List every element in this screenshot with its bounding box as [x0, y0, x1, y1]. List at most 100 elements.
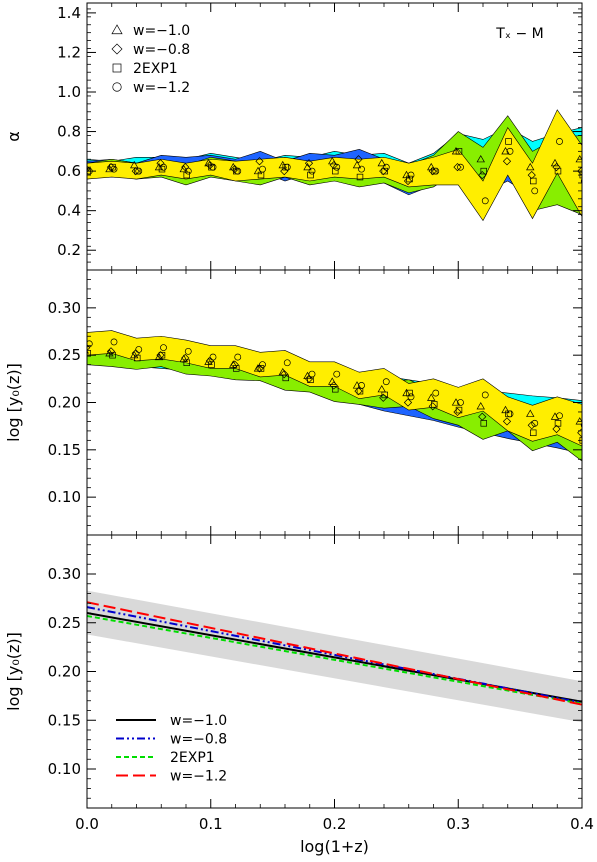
y-tick-label: 1.0 [57, 83, 81, 101]
marker-series-3 [110, 165, 118, 173]
marker-series-0 [476, 401, 485, 410]
marker-series-1 [552, 424, 561, 434]
marker-series-1 [131, 167, 140, 176]
x-axis-label: log(1+z) [300, 837, 369, 856]
marker-series-1 [453, 163, 462, 172]
marker-series-1 [403, 176, 413, 186]
legend-marker-diamond [111, 43, 123, 55]
marker-series-2 [109, 163, 116, 171]
marker-series-3 [234, 167, 242, 175]
marker-series-2 [158, 165, 166, 173]
marker-series-1 [181, 353, 190, 363]
marker-series-3 [259, 165, 266, 173]
marker-series-2 [109, 351, 116, 359]
marker-series-3 [283, 163, 291, 171]
legend-label: w=−1.0 [133, 23, 190, 39]
y-tick-label: 0.15 [48, 711, 81, 729]
y-tick-label: 0.8 [57, 123, 81, 141]
marker-series-2 [455, 148, 463, 155]
legend-label: w=−0.8 [133, 42, 190, 58]
marker-series-2 [530, 429, 537, 437]
marker-series-0 [476, 154, 485, 163]
y-axis-label: log [y₀(z)] [4, 363, 23, 442]
marker-series-1 [106, 347, 116, 356]
y-tick-label: 0.20 [48, 394, 81, 412]
marker-series-2 [381, 391, 388, 399]
marker-series-0 [328, 156, 337, 165]
y-tick-label: 0.2 [57, 241, 81, 259]
marker-series-2 [356, 173, 364, 181]
marker-series-1 [527, 421, 536, 430]
marker-series-3 [308, 370, 316, 378]
marker-series-2 [480, 420, 487, 427]
marker-series-3 [382, 163, 390, 171]
marker-series-2 [530, 177, 537, 185]
marker-series-0 [377, 158, 386, 167]
marker-series-0 [179, 164, 188, 173]
legend-label: w=−1.2 [133, 80, 190, 96]
marker-series-1 [502, 417, 512, 426]
legend-label: w=−0.8 [170, 732, 227, 748]
marker-series-1 [552, 163, 561, 172]
marker-series-1 [280, 370, 289, 379]
marker-series-1 [354, 155, 363, 164]
marker-series-1 [329, 381, 338, 390]
marker-series-3 [531, 187, 539, 195]
marker-series-3 [580, 422, 582, 428]
panel-annotation: Tₓ − M [495, 26, 543, 42]
x-tick-label: 0.3 [446, 815, 470, 833]
marker-series-2 [87, 350, 91, 357]
legend-label: w=−1.2 [170, 769, 227, 785]
panel-logy0-fits: 0.10 0.15 0.20 0.25 0.30 log [y₀(z)] 0.0 0.1 0.2… [4, 534, 594, 856]
marker-series-1 [428, 402, 437, 411]
y-tick-label: 0.30 [48, 565, 81, 583]
marker-series-0 [526, 409, 535, 417]
marker-series-1 [230, 360, 239, 369]
marker-series-2 [183, 359, 190, 366]
marker-series-2 [233, 365, 240, 372]
marker-series-2 [134, 354, 141, 362]
marker-series-1 [403, 398, 413, 407]
marker-series-2 [208, 361, 215, 368]
y-tick-label: 0.25 [48, 346, 81, 364]
y-tick-label: 0.15 [48, 441, 81, 459]
marker-series-2 [554, 167, 562, 175]
legend-marker-circle [112, 82, 122, 92]
marker-series-0 [526, 162, 535, 171]
marker-series-3 [481, 391, 489, 399]
x-tick-label: 0.1 [199, 815, 223, 833]
marker-series-2 [257, 365, 265, 372]
marker-series-1 [577, 428, 582, 437]
marker-series-2 [158, 351, 166, 359]
y-tick-label: 0.10 [48, 760, 81, 778]
marker-series-3 [432, 167, 440, 175]
marker-series-3 [184, 167, 192, 175]
y-tick-label: 0.10 [48, 488, 81, 506]
marker-series-2 [406, 175, 413, 183]
y-tick-label: 0.30 [48, 299, 81, 317]
marker-series-2 [431, 401, 438, 408]
marker-series-1 [428, 167, 437, 176]
marker-series-2 [282, 374, 289, 382]
marker-series-1 [502, 157, 512, 166]
y-tick-label: 0.20 [48, 663, 81, 681]
panel-alpha: 0.2 0.4 0.6 0.8 1.0 1.2 1.4 α Tₓ − M w=−1.0 w=−0.8… [4, 2, 583, 271]
fit-line-series-2 [87, 614, 582, 705]
marker-series-2 [505, 138, 512, 145]
plot-area [87, 109, 582, 222]
marker-series-1 [87, 344, 91, 351]
marker-series-3 [184, 347, 192, 355]
x-tick-label: 0.0 [75, 815, 99, 833]
marker-series-3 [556, 138, 563, 145]
marker-series-3 [259, 361, 266, 369]
marker-series-3 [556, 412, 563, 420]
marker-series-3 [506, 410, 514, 418]
marker-series-0 [550, 158, 560, 167]
x-tick-label: 0.2 [323, 815, 347, 833]
marker-series-2 [455, 406, 463, 414]
plot-area [87, 330, 582, 462]
y-axis-label: log [y₀(z)] [4, 632, 23, 711]
marker-series-3 [382, 378, 390, 386]
marker-series-1 [131, 349, 140, 358]
